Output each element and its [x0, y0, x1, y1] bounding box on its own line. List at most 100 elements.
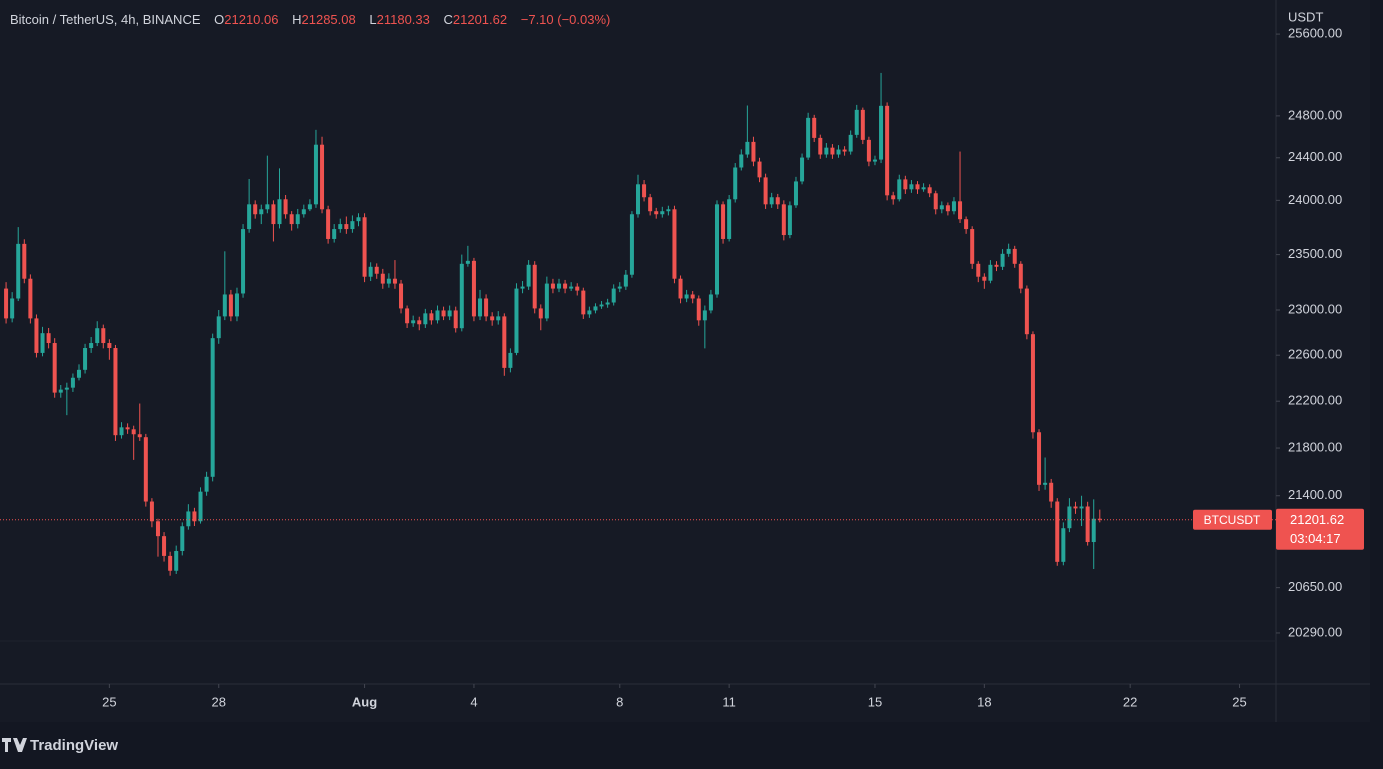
- candle-body: [429, 313, 434, 321]
- candle-body: [933, 193, 938, 210]
- candles: [4, 72, 1102, 576]
- axis-unit: USDT: [1288, 9, 1323, 24]
- candle-body: [253, 204, 258, 215]
- candle-body: [125, 427, 130, 430]
- candle-body: [496, 316, 501, 321]
- candle-body: [137, 434, 142, 438]
- x-tick-label: 15: [868, 694, 882, 709]
- candle-body: [648, 197, 653, 212]
- candle-body: [271, 204, 276, 225]
- candle-body: [587, 310, 592, 315]
- symbol-tag-label: BTCUSDT: [1204, 513, 1261, 527]
- symbol-title: Bitcoin / TetherUS, 4h, BINANCE: [10, 12, 201, 27]
- x-tick-label: 28: [212, 694, 226, 709]
- candle-body: [550, 283, 555, 289]
- ohlc-key: H: [292, 12, 302, 27]
- candle-body: [769, 197, 774, 205]
- candle-body: [356, 217, 361, 222]
- candle-body: [921, 187, 926, 190]
- candle-body: [964, 219, 969, 230]
- candle-body: [459, 263, 464, 329]
- candle-body: [854, 109, 859, 135]
- candle-body: [970, 229, 975, 264]
- candle-body: [976, 263, 981, 277]
- candle-body: [557, 283, 562, 289]
- candle-body: [228, 294, 233, 317]
- brand: TradingView: [2, 737, 118, 754]
- candle-body: [879, 105, 884, 160]
- candle-body: [702, 310, 707, 321]
- ohlc-key: C: [443, 12, 453, 27]
- candle-body: [617, 286, 622, 289]
- candle-body: [95, 328, 100, 344]
- ohlc-value: 21285.08: [301, 12, 356, 27]
- candle-body: [982, 276, 987, 281]
- candle-body: [313, 144, 318, 205]
- candle-body: [951, 201, 956, 212]
- candle-body: [642, 184, 647, 198]
- x-tick-label: 25: [102, 694, 116, 709]
- change: −7.10 (−0.03%): [520, 12, 611, 27]
- candle-body: [411, 320, 416, 324]
- candle-body: [119, 427, 124, 436]
- y-tick-label: 20290.00: [1288, 624, 1342, 639]
- candle-body: [903, 179, 908, 190]
- candle-body: [453, 310, 458, 329]
- candle-body: [666, 209, 671, 212]
- candle-body: [891, 195, 896, 200]
- candle-body: [192, 511, 197, 522]
- candle-body: [478, 298, 483, 317]
- candle-body: [70, 377, 75, 388]
- candle-body: [818, 137, 823, 155]
- candle-body: [28, 278, 33, 319]
- candle-body: [538, 308, 543, 319]
- candle-body: [1055, 501, 1060, 562]
- candle-body: [775, 197, 780, 205]
- candle-body: [265, 204, 270, 210]
- candle-body: [605, 302, 610, 305]
- candle-body: [502, 316, 507, 368]
- candle-body: [101, 328, 106, 344]
- candle-body: [46, 333, 51, 344]
- candle-body: [10, 298, 15, 319]
- candle-body: [739, 154, 744, 168]
- candle-body: [277, 199, 282, 225]
- countdown-label: 03:04:17: [1290, 531, 1341, 546]
- candle-body: [168, 555, 173, 571]
- candle-body: [714, 204, 719, 295]
- candle-body: [915, 184, 920, 190]
- candle-body: [76, 369, 81, 378]
- candle-body: [34, 318, 39, 353]
- candle-body: [52, 343, 57, 393]
- candle-body: [787, 205, 792, 236]
- candle-body: [247, 204, 252, 230]
- ohlc-key: O: [214, 12, 225, 27]
- ohlc-key: L: [369, 12, 377, 27]
- candle-body: [1079, 506, 1084, 509]
- candle-body: [484, 298, 489, 317]
- x-tick-label: 11: [722, 694, 736, 709]
- candle-body: [374, 266, 379, 274]
- candle-body: [763, 177, 768, 205]
- candle-body: [1037, 432, 1042, 485]
- candle-body: [1024, 288, 1029, 335]
- candle-body: [186, 511, 191, 527]
- x-tick-label: 18: [977, 694, 991, 709]
- candle-body: [417, 320, 422, 325]
- candle-body: [180, 526, 185, 551]
- candle-body: [222, 294, 227, 317]
- candle-body: [629, 214, 634, 275]
- candle-body: [672, 209, 677, 279]
- y-tick-label: 22600.00: [1288, 347, 1342, 362]
- y-tick-label: 20650.00: [1288, 579, 1342, 594]
- candle-body: [64, 387, 69, 390]
- legend-header: Bitcoin / TetherUS, 4h, BINANCE O21210.0…: [10, 12, 620, 27]
- candle-body: [241, 229, 246, 294]
- candle-body: [812, 117, 817, 138]
- candle-body: [909, 184, 914, 190]
- candle-body: [1073, 506, 1078, 509]
- candle-body: [526, 264, 531, 287]
- candle-body: [1085, 506, 1090, 543]
- candle-body: [362, 217, 367, 277]
